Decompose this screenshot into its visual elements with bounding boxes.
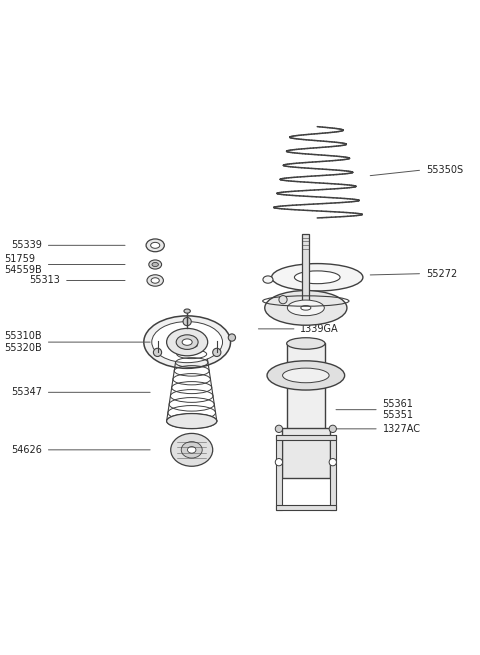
Ellipse shape [186,344,197,347]
Ellipse shape [263,276,273,283]
Ellipse shape [151,242,160,248]
Ellipse shape [288,300,324,316]
Ellipse shape [151,278,159,283]
Bar [302,234,309,301]
Ellipse shape [152,322,223,363]
Ellipse shape [265,291,347,326]
Ellipse shape [184,309,191,313]
Text: 55347: 55347 [11,387,42,398]
Text: 51759
54559B: 51759 54559B [4,253,42,275]
Ellipse shape [167,413,217,428]
Ellipse shape [171,434,213,466]
Ellipse shape [283,368,329,383]
Ellipse shape [181,441,202,458]
Bar [330,435,336,510]
Bar [282,428,330,478]
Ellipse shape [272,263,363,291]
Ellipse shape [301,306,311,310]
Ellipse shape [178,342,205,350]
Ellipse shape [294,271,340,284]
Text: 55272: 55272 [426,269,457,278]
Text: 55313: 55313 [29,276,60,286]
Text: 54626: 54626 [11,445,42,455]
Circle shape [275,458,283,466]
Ellipse shape [182,339,192,345]
Bar [276,504,336,510]
Text: 1339GA: 1339GA [300,324,339,334]
Circle shape [213,348,221,356]
Ellipse shape [176,335,198,349]
Ellipse shape [267,361,345,390]
Ellipse shape [188,447,196,453]
Text: 55350S: 55350S [426,165,463,175]
Text: 55361
55351: 55361 55351 [383,399,414,421]
Ellipse shape [144,316,230,368]
Circle shape [329,458,336,466]
Bar [287,343,325,476]
Circle shape [183,318,191,326]
Circle shape [275,425,283,432]
Ellipse shape [178,342,205,350]
Ellipse shape [149,260,162,269]
Ellipse shape [287,338,325,349]
Circle shape [279,295,287,304]
Ellipse shape [146,239,164,252]
Text: 55310B
55320B: 55310B 55320B [4,331,42,353]
Bar [276,435,336,440]
Text: 55339: 55339 [11,240,42,250]
Circle shape [154,348,162,356]
Circle shape [329,425,336,432]
Text: 1327AC: 1327AC [383,424,420,434]
Ellipse shape [152,263,158,267]
Ellipse shape [167,328,208,356]
Ellipse shape [147,275,163,286]
Bar [276,435,282,510]
Circle shape [228,334,236,341]
